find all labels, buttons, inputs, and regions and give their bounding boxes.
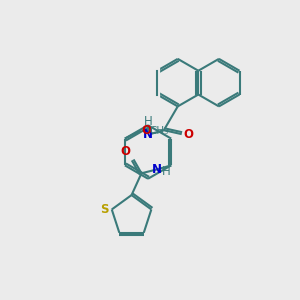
Text: O: O (142, 124, 152, 137)
Text: N: N (152, 163, 162, 176)
Text: O: O (184, 128, 194, 141)
Text: S: S (100, 203, 109, 216)
Text: O: O (121, 146, 130, 158)
Text: H: H (144, 115, 152, 128)
Text: N: N (143, 128, 153, 141)
Text: CH₃: CH₃ (150, 126, 169, 136)
Text: H: H (162, 165, 171, 178)
